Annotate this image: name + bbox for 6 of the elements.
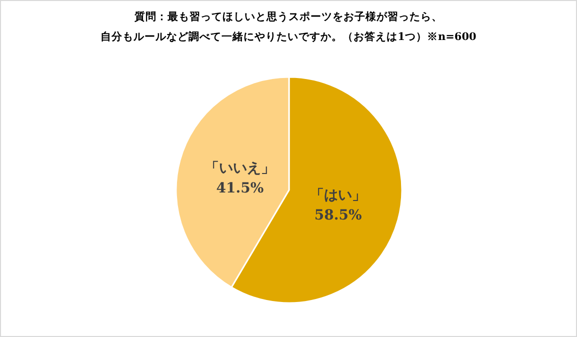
data-label: 58.5% <box>314 207 362 224</box>
chart-title: 質問：最も習ってほしいと思うスポーツをお子様が習ったら、 <box>134 10 442 23</box>
data-label: 41.5% <box>216 180 264 197</box>
slice-label: 「はい」 <box>310 187 366 204</box>
chart-subtitle: 自分もルールなど調べて一緒にやりたいですか。（お答えは1つ）※n=600 <box>100 30 476 43</box>
slice-label: 「いいえ」 <box>204 160 275 177</box>
